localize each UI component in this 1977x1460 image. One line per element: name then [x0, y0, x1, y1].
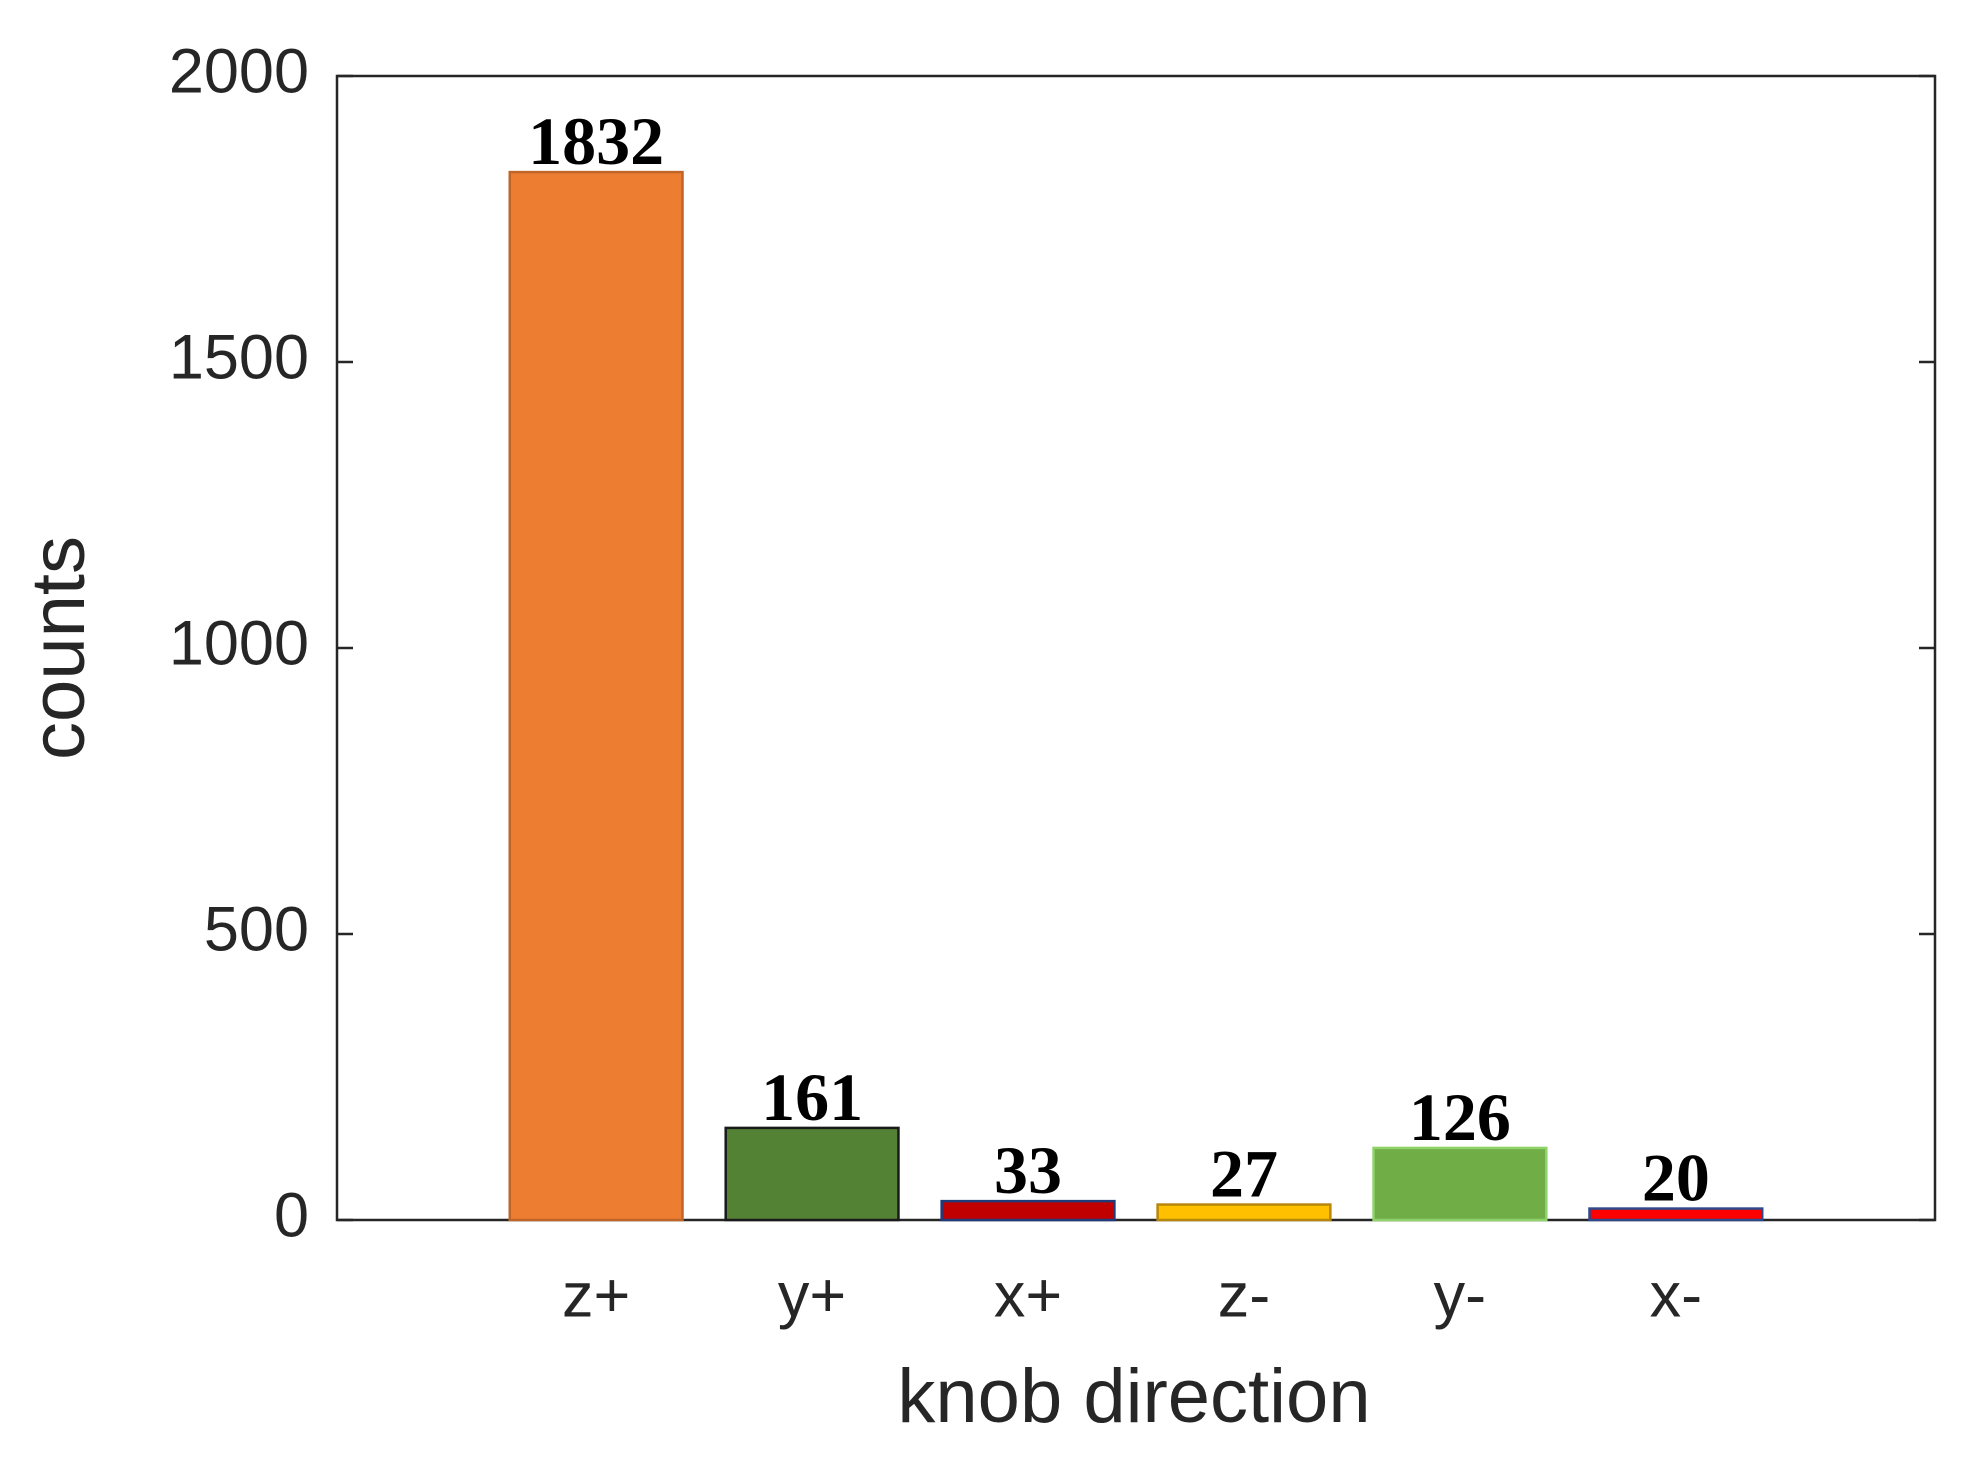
y-axis-label: counts: [16, 536, 101, 760]
value-label: 27: [1210, 1136, 1278, 1212]
bar: [1372, 1146, 1548, 1222]
y-tick-label: 1000: [169, 609, 309, 679]
y-tick-label: 1500: [169, 323, 309, 393]
value-label: 161: [761, 1059, 863, 1135]
bar: [1588, 1207, 1764, 1222]
y-tick-label: 2000: [169, 37, 309, 107]
x-tick-label: y-: [1434, 1261, 1486, 1331]
x-tick-label: z+: [562, 1261, 630, 1331]
x-tick-label: y+: [778, 1261, 846, 1331]
bar: [724, 1126, 900, 1222]
y-tick-label: 0: [274, 1181, 309, 1251]
x-tick-label: z-: [1218, 1261, 1270, 1331]
bar: [1156, 1203, 1332, 1222]
value-label: 126: [1409, 1079, 1511, 1155]
x-tick-label: x-: [1650, 1261, 1702, 1331]
y-tick-label: 500: [204, 895, 309, 965]
x-tick-label: x+: [994, 1261, 1062, 1331]
bar: [508, 170, 684, 1222]
bar: [940, 1199, 1116, 1222]
value-label: 1832: [528, 103, 664, 179]
x-axis-label: knob direction: [897, 1354, 1370, 1439]
value-label: 33: [994, 1132, 1062, 1208]
value-label: 20: [1642, 1140, 1710, 1216]
